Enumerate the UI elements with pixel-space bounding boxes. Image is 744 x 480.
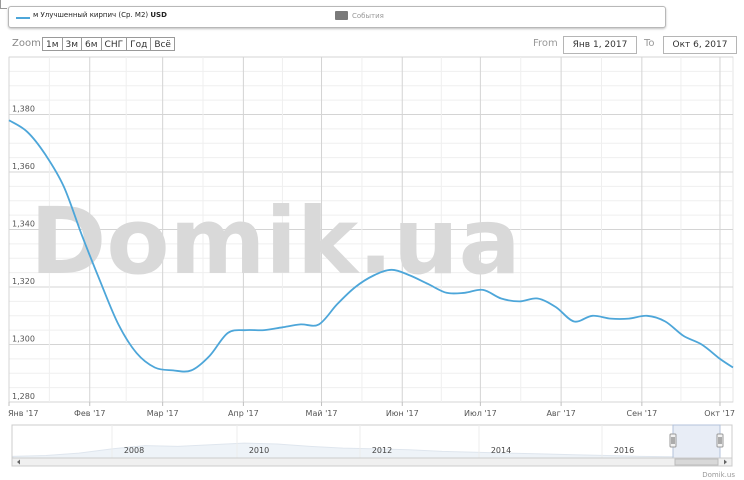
scroll-right-arrow-icon[interactable] [724,459,727,465]
navigator-tick-label: 2008 [124,446,144,455]
x-axis-ticks: Янв '17 Фев '17 Мар '17 Апр '17 Май '17 Июн '… [8,402,735,418]
navigator-tick-label: 2012 [372,446,392,455]
x-tick-label: Май '17 [306,409,338,418]
navigator-mask [672,424,721,459]
events-legend-label[interactable]: События [352,12,384,20]
x-tick-label: Сен '17 [627,409,658,418]
x-tick-label: Авг '17 [546,409,575,418]
y-tick-label: 1,340 [12,220,35,229]
y-tick-label: 1,380 [12,105,35,114]
y-tick-label: 1,360 [12,162,35,171]
from-label: From [533,38,558,49]
series-legend-label[interactable]: м Улучшенный кирпич (Ср. М2) USD [33,11,167,19]
y-tick-label: 1,320 [12,277,35,286]
scrollbar-track[interactable] [11,457,733,467]
zoom-buttons: 1м 3м 6м СНГ Год Всё [42,37,175,51]
navigator[interactable]: 2008 2010 2012 2014 2016 [11,424,733,467]
events-legend-swatch[interactable] [335,11,348,20]
navigator-handle[interactable] [716,433,724,448]
to-label: To [644,38,655,49]
y-tick-label: 1,300 [12,335,35,344]
y-tick-label: 1,280 [12,392,35,401]
series-legend-line[interactable] [16,17,30,19]
x-tick-label: Фев '17 [74,409,105,418]
legend: м Улучшенный кирпич (Ср. М2) USD События [8,6,666,28]
zoom-label: Zoom [12,38,41,49]
credit-label: Domik.us [702,471,735,479]
navigator-tick-label: 2010 [249,446,269,455]
scroll-left-arrow-icon[interactable] [17,459,20,465]
x-tick-label: Июл '17 [464,409,497,418]
scrollbar-thumb[interactable] [674,458,719,466]
corner-tab [0,0,7,9]
x-tick-label: Окт '17 [704,409,735,418]
navigator-handle[interactable] [669,433,677,448]
x-tick-label: Мар '17 [147,409,179,418]
to-date-input[interactable]: Окт 6, 2017 [663,36,737,54]
navigator-tick-label: 2016 [614,446,634,455]
x-tick-label: Апр '17 [228,409,259,418]
navigator-tick-label: 2014 [491,446,511,455]
from-date-input[interactable]: Янв 1, 2017 [563,36,637,54]
x-tick-label: Янв '17 [8,409,38,418]
watermark: Domik.ua [30,188,521,295]
zoom-all-button[interactable]: Всё [150,37,175,51]
y-axis-ticks: 1,280 1,300 1,320 1,340 1,360 1,380 [12,105,35,402]
x-tick-label: Июн '17 [386,409,419,418]
series-line[interactable] [8,119,734,373]
